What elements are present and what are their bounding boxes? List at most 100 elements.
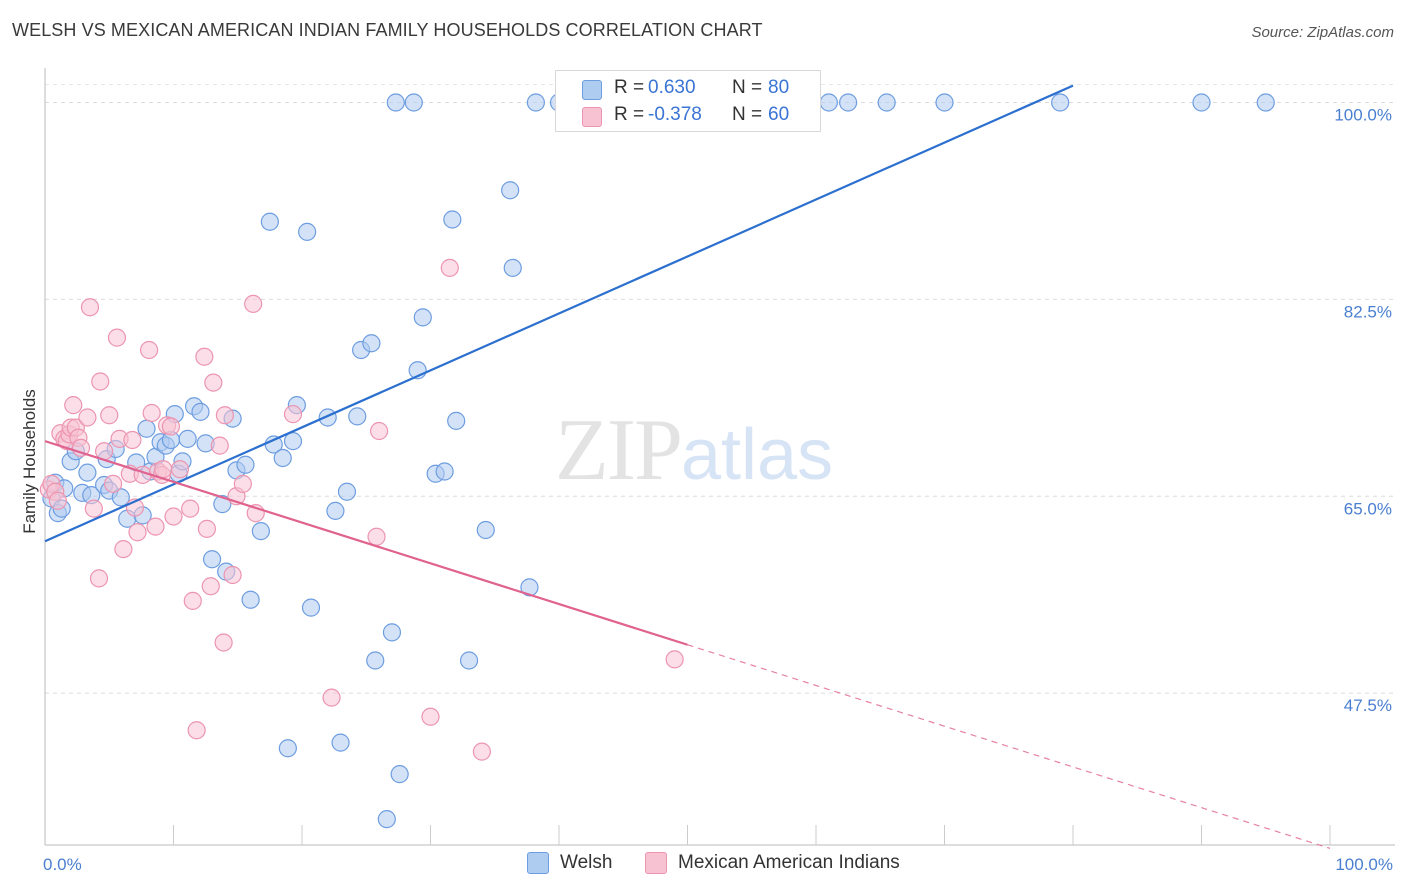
point-mexican [665, 650, 684, 669]
y-tick-label: 100.0% [1334, 106, 1392, 125]
point-mexican [181, 499, 200, 518]
series-legend-welsh: Welsh [560, 852, 613, 873]
point-welsh [877, 93, 896, 112]
point-mexican [244, 294, 263, 313]
point-mexican [139, 340, 159, 360]
legend-r-label: R = [614, 104, 645, 125]
point-welsh [202, 550, 222, 569]
point-welsh [283, 432, 303, 451]
point-mexican [78, 408, 97, 427]
y-axis-title: Family Households [20, 389, 39, 534]
y-tick-label: 65.0% [1344, 499, 1392, 518]
point-mexican [201, 577, 220, 596]
point-mexican [283, 405, 303, 424]
point-mexican [64, 396, 83, 415]
point-welsh [386, 93, 405, 112]
point-welsh [301, 598, 321, 617]
point-welsh [503, 258, 522, 277]
point-mexican [370, 421, 389, 441]
legend-n-value: 60 [768, 104, 790, 125]
point-welsh [520, 578, 539, 597]
point-welsh [390, 765, 409, 784]
point-mexican [233, 474, 252, 493]
point-mexican [195, 347, 214, 366]
point-welsh [213, 495, 232, 514]
point-welsh [377, 810, 396, 829]
point-mexican [197, 519, 217, 538]
point-mexican [440, 258, 459, 277]
point-welsh [111, 488, 130, 507]
series-legend-mexican: Mexican American Indians [678, 852, 900, 873]
point-welsh [839, 93, 858, 112]
legend-swatch-welsh [582, 80, 602, 100]
point-welsh [178, 429, 197, 448]
point-mexican [128, 523, 147, 542]
watermark-atlas: atlas [681, 415, 834, 495]
point-mexican [114, 540, 133, 559]
x-tick-label: 0.0% [43, 855, 82, 874]
legend-row-mexican: R = -0.378 N = 60 [556, 101, 820, 129]
point-welsh [78, 463, 97, 482]
y-tick-label: 47.5% [1344, 696, 1392, 715]
legend-r-label: R = [614, 77, 645, 98]
point-welsh [273, 448, 292, 468]
point-welsh [1256, 93, 1275, 112]
series-legend-swatch-welsh [527, 852, 549, 874]
point-welsh [435, 462, 454, 481]
point-mexican [84, 499, 103, 518]
y-tick-label: 82.5% [1344, 302, 1392, 321]
point-mexican [223, 565, 242, 585]
chart-title: WELSH VS MEXICAN AMERICAN INDIAN FAMILY … [12, 20, 763, 40]
point-welsh [413, 308, 432, 327]
point-welsh [236, 455, 255, 474]
point-welsh [1192, 93, 1211, 112]
point-mexican [89, 569, 109, 588]
trend-line-mexican [44, 440, 688, 646]
source-credit: Source: ZipAtlas.com [1251, 24, 1394, 41]
point-mexican [80, 298, 100, 317]
point-mexican [48, 491, 67, 510]
point-mexican [204, 373, 223, 392]
point-mexican [421, 707, 440, 726]
point-welsh [348, 407, 367, 426]
point-welsh [362, 334, 381, 353]
x-tick-label: 100.0% [1335, 855, 1393, 874]
point-mexican [214, 633, 233, 652]
point-mexican [100, 406, 119, 425]
point-mexican [210, 436, 229, 455]
point-welsh [331, 733, 350, 752]
point-welsh [298, 222, 317, 241]
point-welsh [459, 651, 479, 670]
point-welsh [404, 93, 423, 112]
legend-r-value: 0.630 [648, 77, 696, 98]
watermark-zip: ZIP [555, 402, 683, 499]
point-welsh [326, 501, 345, 520]
legend-n-value: 80 [768, 77, 790, 98]
point-mexican [123, 430, 142, 450]
point-welsh [241, 590, 260, 609]
point-mexican [146, 517, 165, 536]
legend-r-value: -0.378 [648, 104, 702, 125]
point-welsh [137, 419, 156, 438]
point-mexican [142, 403, 161, 423]
point-welsh [501, 181, 520, 200]
point-welsh [476, 520, 495, 540]
point-welsh [251, 522, 270, 541]
point-welsh [819, 93, 838, 112]
point-welsh [382, 623, 402, 642]
legend-row-welsh: R = 0.630 N = 80 [556, 74, 820, 102]
series-legend: Welsh Mexican American Indians [0, 850, 1406, 880]
point-mexican [154, 460, 173, 479]
correlation-legend: R = 0.630 N = 80 R = -0.378 N = 60 [555, 70, 821, 132]
point-welsh [337, 482, 357, 501]
legend-n-label: N = [732, 77, 763, 98]
point-mexican [164, 507, 183, 526]
series-legend-swatch-mexican [645, 852, 667, 874]
trend-extension-mexican [687, 644, 1331, 849]
point-mexican [107, 328, 127, 347]
point-mexican [472, 742, 491, 761]
point-mexican [91, 372, 110, 391]
point-mexican [104, 474, 123, 493]
point-mexican [322, 688, 341, 707]
